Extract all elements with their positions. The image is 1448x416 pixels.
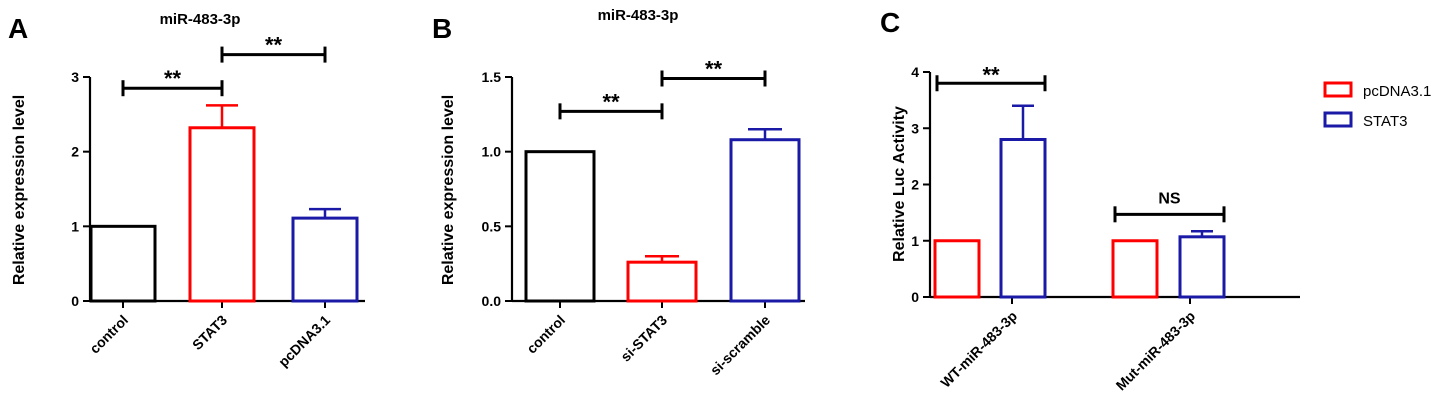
- y-axis-label: Relative expression level: [11, 95, 28, 285]
- y-tick-label: 0.5: [482, 218, 502, 234]
- significance-label: **: [705, 56, 723, 81]
- x-tick-label: si-scramble: [707, 312, 773, 378]
- x-tick-label: control: [523, 312, 568, 357]
- y-tick-label: 3: [911, 120, 919, 136]
- x-tick-label: pcDNA3.1: [275, 312, 333, 370]
- x-tick-label: WT-miR-483-3p: [937, 308, 1020, 391]
- y-tick-label: 0: [911, 289, 919, 305]
- x-tick-label: STAT3: [189, 312, 230, 353]
- chart-title: miR-483-3p: [160, 11, 241, 28]
- bar: [188, 126, 256, 303]
- x-tick-label: control: [86, 312, 131, 357]
- y-tick-label: 4: [911, 64, 919, 80]
- y-tick-label: 1.5: [482, 69, 502, 85]
- significance-label: **: [602, 89, 620, 114]
- bar: [1111, 239, 1159, 299]
- legend: pcDNA3.1 STAT3: [1323, 81, 1431, 130]
- y-axis-label: Relative expression level: [440, 95, 457, 285]
- bar: [524, 150, 596, 303]
- bar: [933, 239, 981, 299]
- bar: [999, 138, 1047, 299]
- chart-title: miR-483-3p: [598, 7, 679, 24]
- y-tick-label: 0: [71, 293, 79, 309]
- y-tick-label: 1: [911, 233, 919, 249]
- y-tick-label: 0.0: [482, 293, 502, 309]
- y-tick-label: 2: [71, 144, 79, 160]
- significance-label: **: [982, 62, 1000, 87]
- bar: [626, 260, 698, 303]
- significance-label: NS: [1158, 190, 1181, 207]
- y-tick-label: 3: [71, 69, 79, 85]
- panel-letter: C: [880, 7, 900, 38]
- y-tick-label: 1: [71, 218, 79, 234]
- legend-swatch: [1323, 81, 1353, 98]
- bar: [729, 138, 801, 303]
- panel-C: C Relative Luc Activity 0 1 2 3 4 WT-miR-483-3p…: [880, 7, 1431, 393]
- y-axis-label: Relative Luc Activity: [891, 106, 908, 262]
- legend-swatch: [1323, 111, 1353, 128]
- significance-label: **: [164, 66, 182, 91]
- legend-label: STAT3: [1363, 113, 1407, 130]
- x-tick-label: Mut-miR-483-3p: [1113, 308, 1199, 394]
- panel-letter: B: [432, 13, 452, 44]
- bar: [1178, 235, 1226, 299]
- y-tick-label: 1.0: [482, 144, 502, 160]
- y-tick-label: 2: [911, 177, 919, 193]
- significance-label: **: [265, 33, 283, 58]
- legend-label: pcDNA3.1: [1363, 83, 1431, 100]
- bar: [89, 224, 157, 303]
- panel-letter: A: [8, 13, 28, 44]
- bar: [291, 216, 359, 303]
- x-tick-label: si-STAT3: [617, 312, 670, 365]
